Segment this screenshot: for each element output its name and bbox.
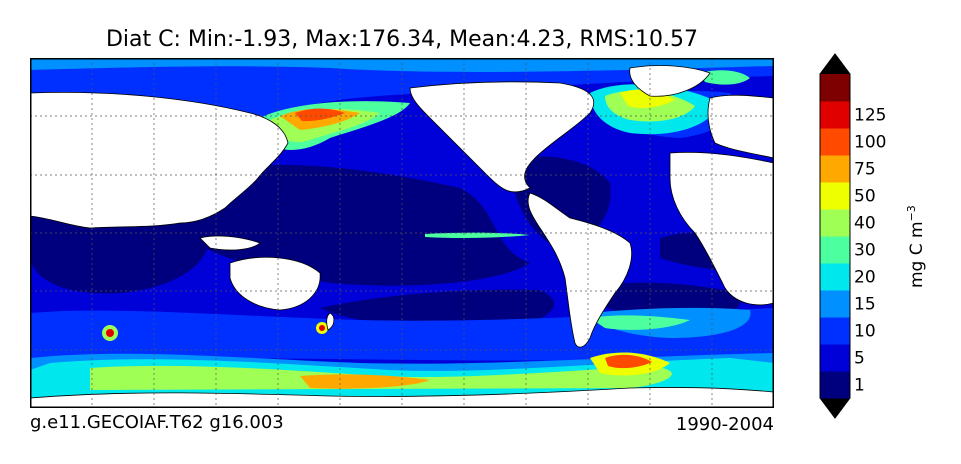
colorbar-extend-low bbox=[820, 398, 850, 418]
ocean-map bbox=[30, 58, 774, 408]
colorbar-tick-label: 1 bbox=[854, 376, 865, 396]
colorbar-tick-label: 15 bbox=[854, 295, 876, 315]
north-atlantic-bloom bbox=[590, 70, 750, 135]
colorbar-frame bbox=[819, 53, 851, 419]
figure-title: Diat C: Min:-1.93, Max:176.34, Mean:4.23… bbox=[105, 27, 699, 52]
colorbar-body bbox=[819, 53, 851, 419]
colorbar-swatch bbox=[820, 101, 850, 129]
land-indonesia bbox=[199, 235, 261, 251]
caption-left: g.e11.GECOIAF.T62 g16.003 bbox=[30, 412, 284, 433]
land-europe bbox=[707, 94, 774, 159]
units-exponent: −3 bbox=[905, 205, 918, 221]
colorbar-extend-high bbox=[820, 54, 850, 74]
colorbar-tick-label: 20 bbox=[854, 268, 876, 288]
colorbar-swatch bbox=[820, 317, 850, 345]
colorbar-swatch bbox=[820, 209, 850, 237]
colorbar-swatch bbox=[820, 344, 850, 372]
caption-right: 1990-2004 bbox=[675, 414, 774, 435]
colorbar-units-label: mg C m−3 bbox=[905, 205, 927, 288]
svg-text:mg C m−3: mg C m−3 bbox=[905, 205, 927, 288]
gridlines bbox=[30, 58, 774, 408]
equatorial-streak bbox=[425, 232, 530, 239]
colorbar-swatch bbox=[820, 128, 850, 156]
colorbar-swatch bbox=[820, 263, 850, 291]
land-eurasia bbox=[30, 91, 289, 229]
colorbar-swatch bbox=[820, 371, 850, 399]
land-antarctica bbox=[30, 387, 774, 408]
units-text: mg C m bbox=[907, 221, 927, 288]
colorbar-swatch bbox=[820, 182, 850, 210]
land bbox=[30, 65, 774, 408]
map-frame bbox=[30, 58, 774, 408]
colorbar-tick-label: 100 bbox=[854, 133, 886, 153]
colorbar-tick-label: 125 bbox=[854, 106, 886, 126]
north-pacific-bloom bbox=[260, 101, 410, 150]
colorbar-swatch bbox=[820, 155, 850, 183]
colorbar-tick-label: 5 bbox=[854, 349, 865, 369]
colorbar-swatch bbox=[820, 290, 850, 318]
colorbar-tick-label: 10 bbox=[854, 322, 876, 342]
colorbar-tick-label: 30 bbox=[854, 241, 876, 261]
colorbar-tick-label: 75 bbox=[854, 160, 876, 180]
colorbar-swatch bbox=[820, 74, 850, 102]
colorbar-tick-label: 50 bbox=[854, 187, 876, 207]
land-africa bbox=[669, 151, 774, 306]
colorbar-tick-label: 40 bbox=[854, 214, 876, 234]
land-australia bbox=[229, 256, 321, 311]
colorbar-swatch bbox=[820, 236, 850, 264]
land-new-zealand bbox=[326, 312, 335, 331]
land-north-america bbox=[409, 81, 595, 193]
land-south-america bbox=[527, 192, 632, 348]
